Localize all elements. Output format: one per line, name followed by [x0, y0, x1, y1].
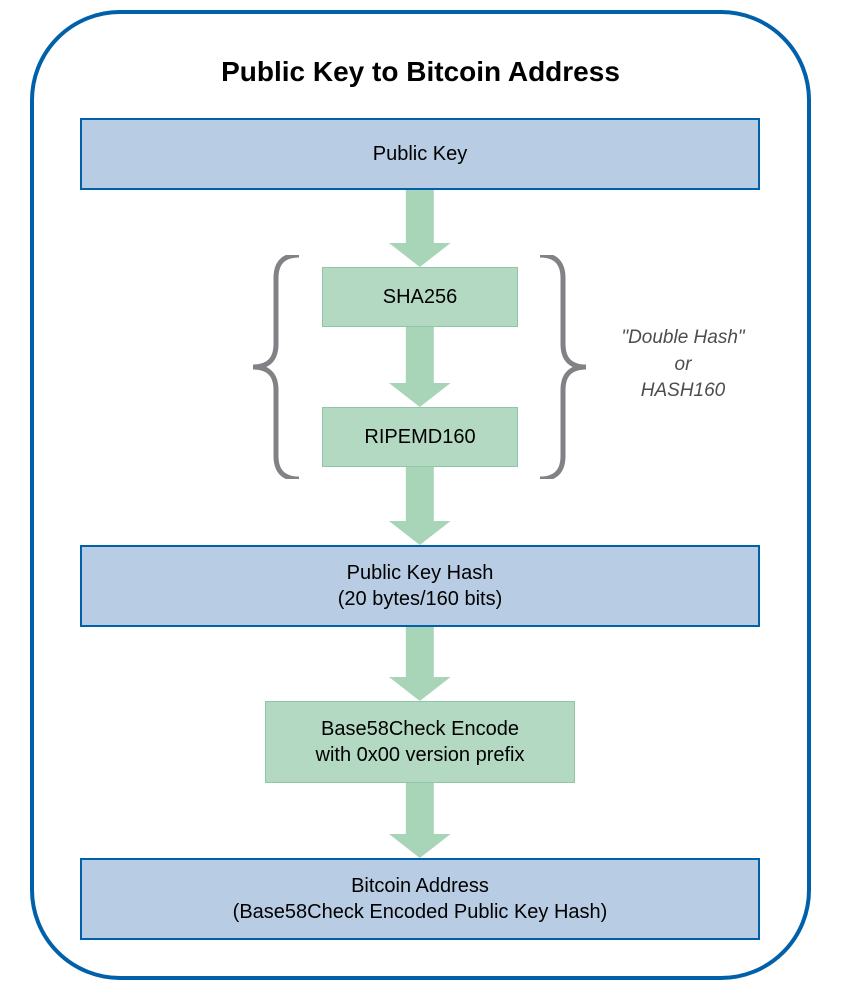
node-label: SHA256 [383, 284, 458, 310]
node-bitcoin-address: Bitcoin Address (Base58Check Encoded Pub… [80, 858, 760, 940]
node-public-key: Public Key [80, 118, 760, 190]
node-label: Public Key Hash [347, 560, 494, 586]
arrow-down-icon [389, 467, 451, 545]
brace-left-icon [253, 255, 299, 479]
annotation-line: "Double Hash" [598, 325, 768, 352]
arrow-down-icon [389, 190, 451, 267]
node-ripemd160: RIPEMD160 [322, 407, 518, 467]
node-label: Public Key [373, 141, 468, 167]
node-sublabel: (20 bytes/160 bits) [338, 586, 503, 612]
arrow-down-icon [389, 327, 451, 407]
brace-right-icon [540, 255, 586, 479]
annotation-line: or [598, 352, 768, 379]
arrow-down-icon [389, 627, 451, 701]
node-base58check: Base58Check Encode with 0x00 version pre… [265, 701, 575, 783]
node-label: RIPEMD160 [364, 424, 475, 450]
node-public-key-hash: Public Key Hash (20 bytes/160 bits) [80, 545, 760, 627]
diagram-title: Public Key to Bitcoin Address [0, 56, 841, 88]
node-sublabel: with 0x00 version prefix [316, 742, 525, 768]
node-sha256: SHA256 [322, 267, 518, 327]
arrow-down-icon [389, 783, 451, 858]
annotation-line: HASH160 [598, 378, 768, 405]
node-label: Base58Check Encode [321, 716, 519, 742]
node-label: Bitcoin Address [351, 873, 489, 899]
node-sublabel: (Base58Check Encoded Public Key Hash) [233, 899, 608, 925]
annotation-double-hash: "Double Hash" or HASH160 [598, 325, 768, 405]
